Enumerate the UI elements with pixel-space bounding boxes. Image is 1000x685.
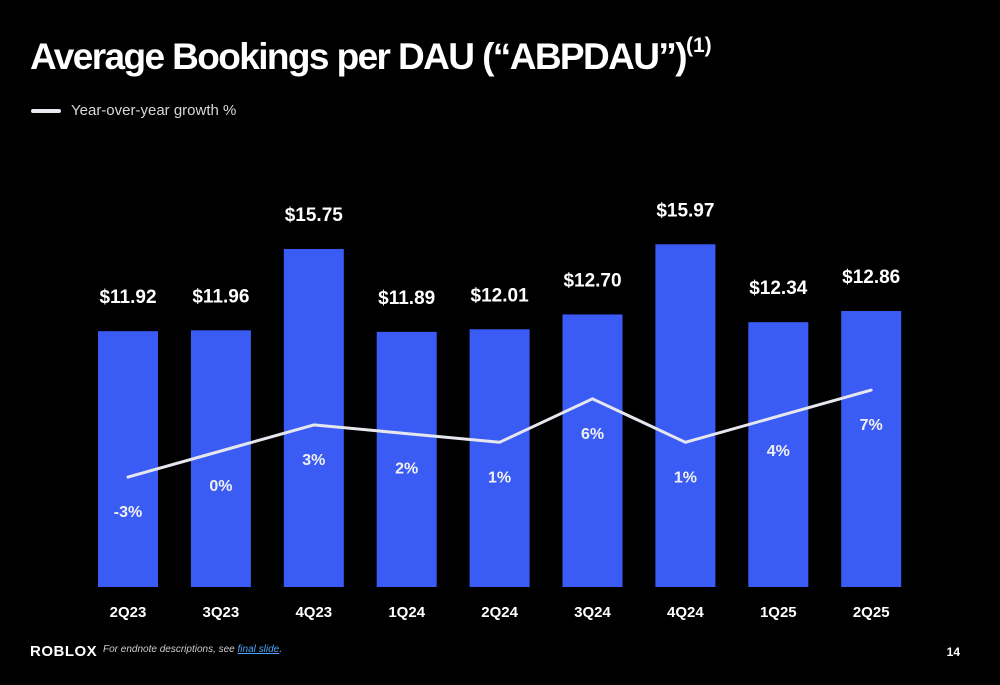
growth-label-2Q23: -3% [114,504,142,521]
bar-value-label-4Q24: $15.97 [656,200,714,221]
x-tick-1Q24: 1Q24 [388,604,425,621]
growth-label-4Q24: 1% [674,469,697,486]
bar-4Q23 [283,249,344,587]
bar-4Q24 [655,244,716,587]
growth-label-3Q24: 6% [581,426,604,443]
legend-line-swatch [31,108,61,113]
growth-label-2Q24: 1% [488,469,511,486]
growth-label-3Q23: 0% [209,478,232,495]
page-number: 14 [946,645,960,659]
bar-value-label-4Q23: $15.75 [285,205,344,226]
legend-label: Year-over-year growth % [71,102,237,119]
bar-value-label-2Q23: $11.92 [99,287,156,308]
bar-2Q25 [841,311,902,587]
x-tick-3Q23: 3Q23 [203,604,240,621]
bar-1Q24 [376,331,437,587]
x-tick-4Q23: 4Q23 [295,604,332,621]
bar-value-label-2Q25: $12.86 [842,267,900,288]
x-tick-2Q23: 2Q23 [110,604,147,621]
bar-value-label-1Q24: $11.89 [378,288,435,309]
growth-label-1Q25: 4% [767,443,790,460]
bar-value-label-2Q24: $12.01 [471,285,530,306]
legend: Year-over-year growth % [31,102,236,119]
x-tick-4Q24: 4Q24 [667,604,704,621]
bar-1Q25 [748,322,809,587]
bar-value-label-3Q24: $12.70 [563,270,621,291]
final-slide-link[interactable]: final slide [237,644,280,655]
x-tick-2Q24: 2Q24 [481,604,518,621]
x-tick-2Q25: 2Q25 [853,604,890,621]
bar-2Q24 [469,329,530,587]
roblox-logo: RΟBLOX [30,643,98,660]
bar-2Q23 [98,331,158,587]
growth-label-2Q25: 7% [860,417,883,434]
growth-line [126,388,873,479]
x-tick-1Q25: 1Q25 [760,604,797,621]
bar-value-label-1Q25: $12.34 [749,278,808,299]
title-endnote-marker: (1) [686,33,712,57]
growth-label-4Q23: 3% [302,452,325,469]
bar-3Q23 [190,330,251,587]
page-title: Average Bookings per DAU (“ABPDAU”)(1) [30,33,712,77]
growth-label-1Q24: 2% [395,461,418,478]
bar-value-label-3Q23: $11.96 [192,286,249,307]
x-tick-3Q24: 3Q24 [574,604,611,621]
endnote-text: For endnote descriptions, see final slid… [103,644,283,655]
bar-3Q24 [562,314,623,587]
